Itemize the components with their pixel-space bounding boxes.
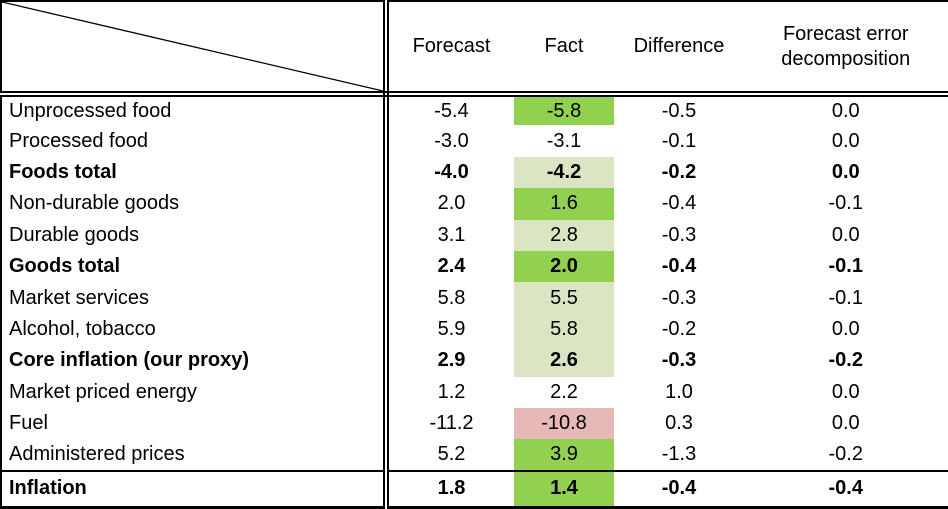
row-label: Alcohol, tobacco bbox=[1, 313, 389, 346]
row-label: Inflation bbox=[1, 469, 389, 508]
col-header-forecast: Forecast bbox=[386, 1, 514, 97]
fact-value: 2.0 bbox=[514, 251, 614, 283]
decomposition-value: -0.2 bbox=[828, 349, 863, 372]
fact-value: 5.5 bbox=[514, 282, 614, 314]
row-label: Foods total bbox=[1, 156, 389, 189]
table-row: Processed food -3.0 -3.1 -0.1 0.0 bbox=[1, 125, 948, 157]
forecast-value: 5.8 bbox=[437, 286, 466, 309]
table-row: Alcohol, tobacco 5.9 5.8 -0.2 0.0 bbox=[1, 313, 948, 346]
row-label: Market priced energy bbox=[1, 376, 389, 409]
col-header-difference: Difference bbox=[614, 1, 744, 97]
difference-value: -0.2 bbox=[661, 161, 697, 184]
table-body: Unprocessed food -5.4 -5.8 -0.5 0.0 Processed… bbox=[1, 94, 948, 508]
forecast-value: -11.2 bbox=[429, 412, 474, 435]
fact-value: 3.9 bbox=[514, 439, 614, 471]
difference-value: -0.1 bbox=[661, 129, 697, 152]
forecast-value: 1.2 bbox=[437, 380, 466, 403]
decomposition-value: -0.2 bbox=[828, 443, 863, 466]
table-row: Unprocessed food -5.4 -5.8 -0.5 0.0 bbox=[1, 94, 948, 126]
table-row: Durable goods 3.1 2.8 -0.3 0.0 bbox=[1, 219, 948, 252]
row-label: Processed food bbox=[1, 125, 389, 157]
fact-value: -4.2 bbox=[514, 156, 614, 189]
row-label: Market services bbox=[1, 282, 389, 314]
header-row: Forecast Fact Difference Forecast error … bbox=[1, 1, 948, 97]
decomposition-value: 0.0 bbox=[831, 380, 860, 403]
row-label: Fuel bbox=[1, 408, 389, 440]
table-row: Market services 5.8 5.5 -0.3 -0.1 bbox=[1, 282, 948, 314]
row-label: Non-durable goods bbox=[1, 188, 389, 220]
difference-value: -0.4 bbox=[661, 192, 697, 215]
row-label: Administered prices bbox=[1, 439, 389, 471]
table-row: Administered prices 5.2 3.9 -1.3 -0.2 bbox=[1, 439, 948, 471]
decomposition-value: -0.4 bbox=[744, 469, 948, 508]
forecast-value: -4.0 bbox=[434, 161, 469, 184]
forecast-value: -3.0 bbox=[434, 129, 469, 152]
col-header-fact: Fact bbox=[514, 1, 614, 97]
fact-value: 5.8 bbox=[514, 313, 614, 346]
difference-value: -0.4 bbox=[614, 469, 744, 508]
difference-value: -0.4 bbox=[661, 255, 697, 278]
fact-value: 1.6 bbox=[514, 188, 614, 220]
fact-value: 2.8 bbox=[514, 219, 614, 252]
difference-value: -1.3 bbox=[661, 443, 697, 466]
table-row: Goods total 2.4 2.0 -0.4 -0.1 bbox=[1, 251, 948, 283]
difference-value: 1.0 bbox=[665, 380, 693, 403]
decomposition-value: -0.1 bbox=[828, 192, 863, 215]
forecast-value: 3.1 bbox=[437, 223, 466, 246]
difference-value: -0.3 bbox=[661, 223, 697, 246]
decomposition-value: 0.0 bbox=[831, 161, 860, 184]
row-label: Unprocessed food bbox=[1, 94, 389, 126]
forecast-value: 1.8 bbox=[386, 469, 514, 508]
table-row: Foods total -4.0 -4.2 -0.2 0.0 bbox=[1, 156, 948, 189]
difference-value: 0.3 bbox=[665, 412, 693, 435]
decomposition-value: 0.0 bbox=[831, 412, 860, 435]
forecast-value: 2.9 bbox=[437, 349, 466, 372]
decomposition-value: -0.1 bbox=[828, 255, 863, 278]
table-row: Market priced energy 1.2 2.2 1.0 0.0 bbox=[1, 376, 948, 409]
table-row: Inflation 1.8 1.4 -0.4 -0.4 bbox=[1, 469, 948, 508]
table-row: Non-durable goods 2.0 1.6 -0.4 -0.1 bbox=[1, 188, 948, 220]
forecast-value: 5.2 bbox=[437, 443, 466, 466]
difference-value: -0.5 bbox=[661, 99, 697, 122]
decomposition-value: -0.1 bbox=[828, 286, 863, 309]
decomposition-value: 0.0 bbox=[831, 318, 860, 341]
corner-cell bbox=[1, 1, 389, 97]
difference-value: -0.3 bbox=[661, 349, 697, 372]
fact-value: -3.1 bbox=[546, 129, 582, 152]
fact-value: -5.8 bbox=[514, 94, 614, 126]
col-header-forecast-error-decomposition: Forecast error decomposition bbox=[744, 1, 948, 97]
table-row: Fuel -11.2 -10.8 0.3 0.0 bbox=[1, 408, 948, 440]
decomposition-value: 0.0 bbox=[831, 223, 860, 246]
forecast-value: 2.0 bbox=[437, 192, 466, 215]
diagonal-line bbox=[2, 2, 373, 88]
fact-value: 2.6 bbox=[514, 345, 614, 377]
difference-value: -0.3 bbox=[661, 286, 697, 309]
fact-value: -10.8 bbox=[514, 408, 614, 440]
decomposition-value: 0.0 bbox=[831, 129, 860, 152]
forecast-value: 2.4 bbox=[437, 255, 466, 278]
forecast-value: 5.9 bbox=[437, 318, 466, 341]
row-label: Goods total bbox=[1, 251, 389, 283]
decomposition-value: 0.0 bbox=[831, 99, 860, 122]
forecast-value: -5.4 bbox=[434, 99, 469, 122]
table-row: Core inflation (our proxy) 2.9 2.6 -0.3 -0.2 bbox=[1, 345, 948, 377]
fact-value: 1.4 bbox=[514, 469, 614, 508]
fact-value: 2.2 bbox=[550, 380, 578, 403]
row-label: Core inflation (our proxy) bbox=[1, 345, 389, 377]
row-label: Durable goods bbox=[1, 219, 389, 252]
difference-value: -0.2 bbox=[661, 318, 697, 341]
